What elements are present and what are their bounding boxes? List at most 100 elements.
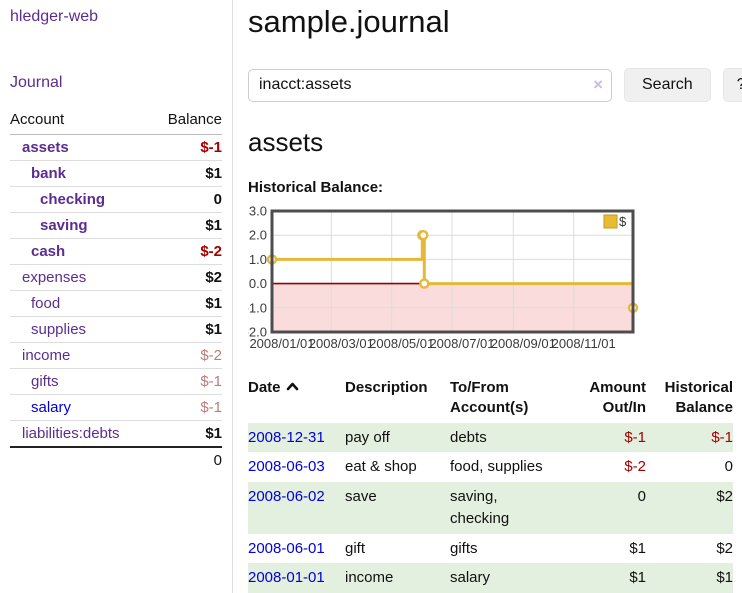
svg-text:2008/07/01: 2008/07/01 (429, 336, 494, 351)
search-bar: × Search ? (248, 68, 742, 102)
app-title-link[interactable]: hledger-web (10, 8, 99, 25)
svg-text:2008/05/01: 2008/05/01 (369, 336, 434, 351)
transaction-row: 2008-06-01 gift gifts $1 $2 (248, 534, 733, 564)
transaction-date-link[interactable]: 2008-06-02 (248, 488, 325, 505)
account-row: food $1 (10, 290, 222, 317)
transaction-date-link[interactable]: 2008-06-03 (248, 458, 325, 476)
historical-balance-chart: $3.0 2.0 1.0 0.0 -1.0 -2.02008/01/012008/03/0… (245, 204, 727, 360)
sidebar-item-journal[interactable]: Journal (10, 74, 63, 91)
transaction-accounts: salary (450, 569, 491, 587)
transaction-row: 2008-12-31 pay off debts $-1 $-1 (248, 422, 733, 453)
account-row: saving $1 (10, 212, 222, 239)
transaction-date-link[interactable]: 2008-06-01 (248, 539, 325, 557)
accounts-col-account: Account (10, 108, 152, 135)
transaction-description: gift (345, 539, 366, 557)
account-row: bank $1 (10, 160, 222, 187)
account-row: income $-2 (10, 342, 222, 369)
accounts-total-spacer (10, 446, 152, 473)
account-balance: $-2 (152, 342, 222, 369)
account-link[interactable]: liabilities:debts (22, 425, 120, 442)
transaction-accounts: gifts (450, 539, 478, 557)
account-link[interactable]: food (31, 295, 61, 312)
accounts-header-row: Account Balance (10, 108, 222, 135)
account-balance: $-2 (152, 238, 222, 265)
account-link[interactable]: supplies (31, 321, 87, 338)
account-link[interactable]: saving (40, 217, 88, 234)
transaction-row: 2008-06-03 eat & shop food, supplies $-2 0 (248, 452, 733, 482)
svg-text:2008/03/01: 2008/03/01 (309, 336, 374, 351)
account-balance: $2 (152, 264, 222, 291)
account-balance: $1 (152, 160, 222, 187)
account-balance: $1 (152, 420, 222, 447)
transaction-amount: 0 (637, 488, 646, 505)
account-link[interactable]: income (22, 347, 71, 364)
transaction-balance: 0 (724, 458, 733, 476)
transaction-accounts: food, supplies (450, 458, 543, 476)
account-link[interactable]: assets (22, 139, 69, 156)
transaction-amount: $-1 (624, 428, 646, 446)
register-col-date[interactable]: Date (248, 374, 345, 423)
register-col-to-from-account-s: To/From Account(s) (450, 379, 529, 417)
svg-text:0.0: 0.0 (249, 276, 267, 291)
account-link[interactable]: checking (40, 191, 106, 208)
account-balance: $1 (152, 212, 222, 239)
sort-ascending-icon (286, 382, 298, 391)
transaction-description: income (345, 569, 394, 587)
account-link[interactable]: salary (31, 399, 72, 416)
account-row: cash $-2 (10, 238, 222, 265)
transaction-accounts: saving, checking (450, 488, 510, 527)
register-col-amount-out-in: Amount Out/In (589, 379, 646, 417)
accounts-table: Account Balance assets $-1 bank $1 checking 0… (10, 108, 222, 473)
svg-text:2008/09/01: 2008/09/01 (491, 336, 556, 351)
search-button[interactable]: Search (624, 68, 711, 102)
account-link[interactable]: cash (31, 243, 66, 260)
register-col-historical-balance: Historical Balance (664, 379, 733, 417)
account-balance: $-1 (200, 139, 222, 156)
svg-text:1.0: 1.0 (249, 252, 267, 267)
transaction-balance: $1 (716, 569, 733, 587)
account-balance: $1 (152, 316, 222, 343)
svg-text:3.0: 3.0 (249, 205, 267, 219)
account-heading: assets (248, 127, 324, 157)
transaction-date-link[interactable]: 2008-12-31 (248, 428, 325, 446)
transaction-date-link[interactable]: 2008-01-01 (248, 569, 325, 587)
account-row: liabilities:debts $1 (10, 420, 222, 447)
account-row: expenses $2 (10, 264, 222, 291)
account-row: supplies $1 (10, 316, 222, 343)
search-input-wrap: × (248, 68, 612, 102)
svg-text:-1.0: -1.0 (248, 300, 267, 315)
svg-text:2.0: 2.0 (249, 228, 267, 243)
svg-text:-2.0: -2.0 (248, 325, 267, 340)
transaction-amount: $-2 (624, 458, 646, 476)
transaction-balance: $2 (716, 539, 733, 557)
transaction-description: save (345, 488, 377, 505)
svg-text:2008/01/01: 2008/01/01 (249, 336, 314, 351)
help-button[interactable]: ? (722, 68, 742, 102)
account-balance: $-1 (152, 394, 222, 421)
transaction-balance: $-1 (711, 428, 733, 446)
accounts-total-value: 0 (152, 446, 222, 473)
account-link[interactable]: bank (31, 165, 67, 182)
account-balance: $-1 (152, 368, 222, 395)
clear-search-icon[interactable]: × (593, 74, 603, 94)
search-input[interactable] (248, 68, 612, 102)
transaction-accounts: debts (450, 428, 487, 446)
account-link[interactable]: expenses (22, 269, 87, 286)
account-link[interactable]: gifts (31, 373, 59, 390)
register-col-description: Description (345, 379, 428, 396)
transaction-row: 2008-01-01 income salary $1 $1 (248, 563, 733, 593)
accounts-total-row: 0 (10, 446, 222, 473)
sidebar: hledger-web Journal Account Balance asse… (0, 0, 233, 593)
account-row: assets $-1 (10, 135, 222, 161)
accounts-col-balance: Balance (152, 108, 222, 135)
account-balance: $1 (152, 290, 222, 317)
chart-title: Historical Balance: (248, 179, 384, 196)
main-pane: sample.journal × Search ? assets Histori… (233, 0, 742, 593)
page-title: sample.journal (248, 4, 450, 39)
svg-text:$: $ (619, 214, 627, 229)
account-row: gifts $-1 (10, 368, 222, 395)
account-row: checking 0 (10, 186, 222, 213)
transaction-row: 2008-06-02 save saving, checking 0 $2 (248, 482, 733, 534)
transaction-amount: $1 (629, 539, 646, 557)
